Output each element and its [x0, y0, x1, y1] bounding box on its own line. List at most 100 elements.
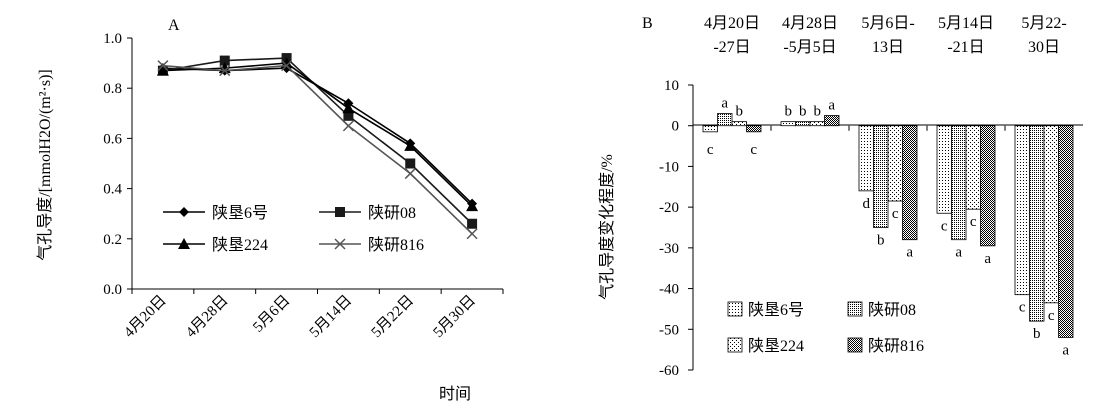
bar [702, 125, 718, 133]
bar [1058, 125, 1074, 338]
data-point-marker [404, 168, 416, 180]
y-tick-label: 10 [664, 78, 679, 94]
bar [717, 113, 733, 127]
y-tick-label: 0.4 [103, 182, 122, 198]
series-line [162, 67, 473, 205]
data-point-marker [405, 158, 416, 169]
bar [809, 121, 825, 127]
series-line [162, 64, 473, 235]
y-tick-label: -20 [659, 200, 679, 216]
x-tick-label: 5月6日 [250, 293, 293, 336]
x-tick-label: 5月30日 [430, 293, 478, 341]
legend-label: 陕研08 [368, 204, 416, 222]
bar [1029, 125, 1045, 322]
data-point-marker [219, 65, 231, 77]
bar [1014, 125, 1030, 296]
bar-significance-label: b [799, 104, 807, 120]
data-point-marker [342, 102, 355, 114]
bar [1043, 125, 1059, 304]
legend-swatch [847, 301, 863, 317]
data-point-marker [335, 207, 345, 217]
bar [824, 115, 840, 127]
bar-significance-label: a [984, 251, 991, 267]
legend-swatch [847, 337, 863, 353]
bar-significance-label: c [1019, 300, 1026, 316]
bar-significance-label: c [970, 214, 977, 230]
data-point-marker [179, 207, 189, 217]
bar-significance-label: c [1048, 308, 1055, 324]
data-point-marker [178, 238, 190, 249]
bar [731, 121, 747, 127]
bar [746, 125, 762, 133]
legend-swatch [727, 301, 743, 317]
bar-significance-label: a [828, 98, 835, 114]
panel-label-b: B [642, 15, 653, 32]
legend-label: 陕研08 [868, 301, 916, 319]
x-tick-label: 4月20日 [121, 293, 169, 341]
data-point-marker [466, 228, 478, 240]
bar-significance-label: b [877, 233, 885, 249]
bar-significance-label: b [814, 104, 822, 120]
bar-significance-label: a [721, 96, 728, 112]
legend: 陕垦6号 陕研08 陕垦224 陕研816 [727, 301, 924, 355]
data-point-marker [157, 60, 169, 72]
bar [780, 121, 796, 127]
x-tick-label: 5月22日 [369, 293, 417, 341]
bar-significance-label: c [707, 142, 714, 158]
y-ticks: 10 0 -10 -20 -30 -40 -50 -60 [659, 78, 693, 379]
series-group [156, 53, 479, 240]
bar-significance-label: b [1033, 326, 1041, 342]
legend-label: 陕垦224 [212, 236, 268, 254]
bar-significance-label: a [906, 245, 913, 261]
category-label: -5月5日 [783, 39, 836, 56]
bar-significance-label: c [941, 218, 948, 234]
y-tick-label: -40 [659, 282, 679, 298]
bar-significance-label: b [736, 104, 744, 120]
y-tick-label: 0.2 [103, 232, 122, 248]
bar [951, 125, 967, 241]
y-tick-label: 0.0 [103, 282, 122, 298]
data-point-marker [467, 218, 478, 229]
bar-significance-label: c [892, 206, 899, 222]
category-label: -27日 [713, 39, 750, 56]
category-label: 13日 [872, 39, 904, 56]
data-point-marker [466, 200, 479, 212]
bar [795, 121, 811, 127]
category-label: 4月28日 [782, 15, 838, 32]
data-point-marker [342, 120, 354, 132]
legend-label: 陕垦224 [748, 337, 804, 355]
legend: 陕垦6号 陕研08 陕垦224 陕研816 [163, 204, 424, 254]
y-tick-label: 1.0 [103, 31, 122, 47]
bar [873, 125, 889, 228]
series-line [162, 57, 473, 225]
bar-significance-label: b [785, 104, 793, 120]
data-point-marker [334, 238, 346, 250]
category-label: 5月22- [1021, 15, 1066, 32]
bar [887, 125, 903, 202]
category-label: 30日 [1028, 39, 1060, 56]
legend-label: 陕垦6号 [748, 301, 804, 319]
x-axis-label: 时间 [439, 385, 471, 403]
category-labels: 4月20日 -27日 4月28日 -5月5日 5月6日- 13日 5月14日 -21日 5月22… [704, 15, 1067, 131]
category-label: -21日 [947, 39, 984, 56]
x-ticks: 4月20日 4月28日 5月6日 5月14日 5月22日 5月30日 [121, 289, 504, 341]
legend-swatch [727, 337, 743, 353]
legend-label: 陕垦6号 [212, 204, 268, 222]
panel-label-a: A [168, 17, 180, 34]
bar [936, 125, 952, 214]
y-tick-label: -30 [659, 241, 679, 257]
category-label: 4月20日 [704, 15, 760, 32]
legend-label: 陕研816 [368, 236, 424, 254]
bar-significance-label: c [750, 142, 757, 158]
bar-significance-label: a [1062, 342, 1069, 358]
bar-chart-panel: B 气孔导度变化程度/% 10 0 -10 -20 -30 -40 -50 -60 4月20日… [598, 15, 1083, 379]
bar [858, 125, 874, 192]
y-tick-label: 0 [672, 119, 680, 135]
bar [965, 125, 981, 210]
y-ticks: 0.0 0.2 0.4 0.6 0.8 1.0 [103, 31, 132, 298]
x-tick-label: 5月14日 [307, 293, 355, 341]
line-chart-panel: A 气孔导度/[mmolH2O/(m²·s)] 0.0 0.2 0.4 0.6 0.8 1… [36, 17, 504, 403]
y-tick-label: 0.8 [103, 81, 122, 97]
